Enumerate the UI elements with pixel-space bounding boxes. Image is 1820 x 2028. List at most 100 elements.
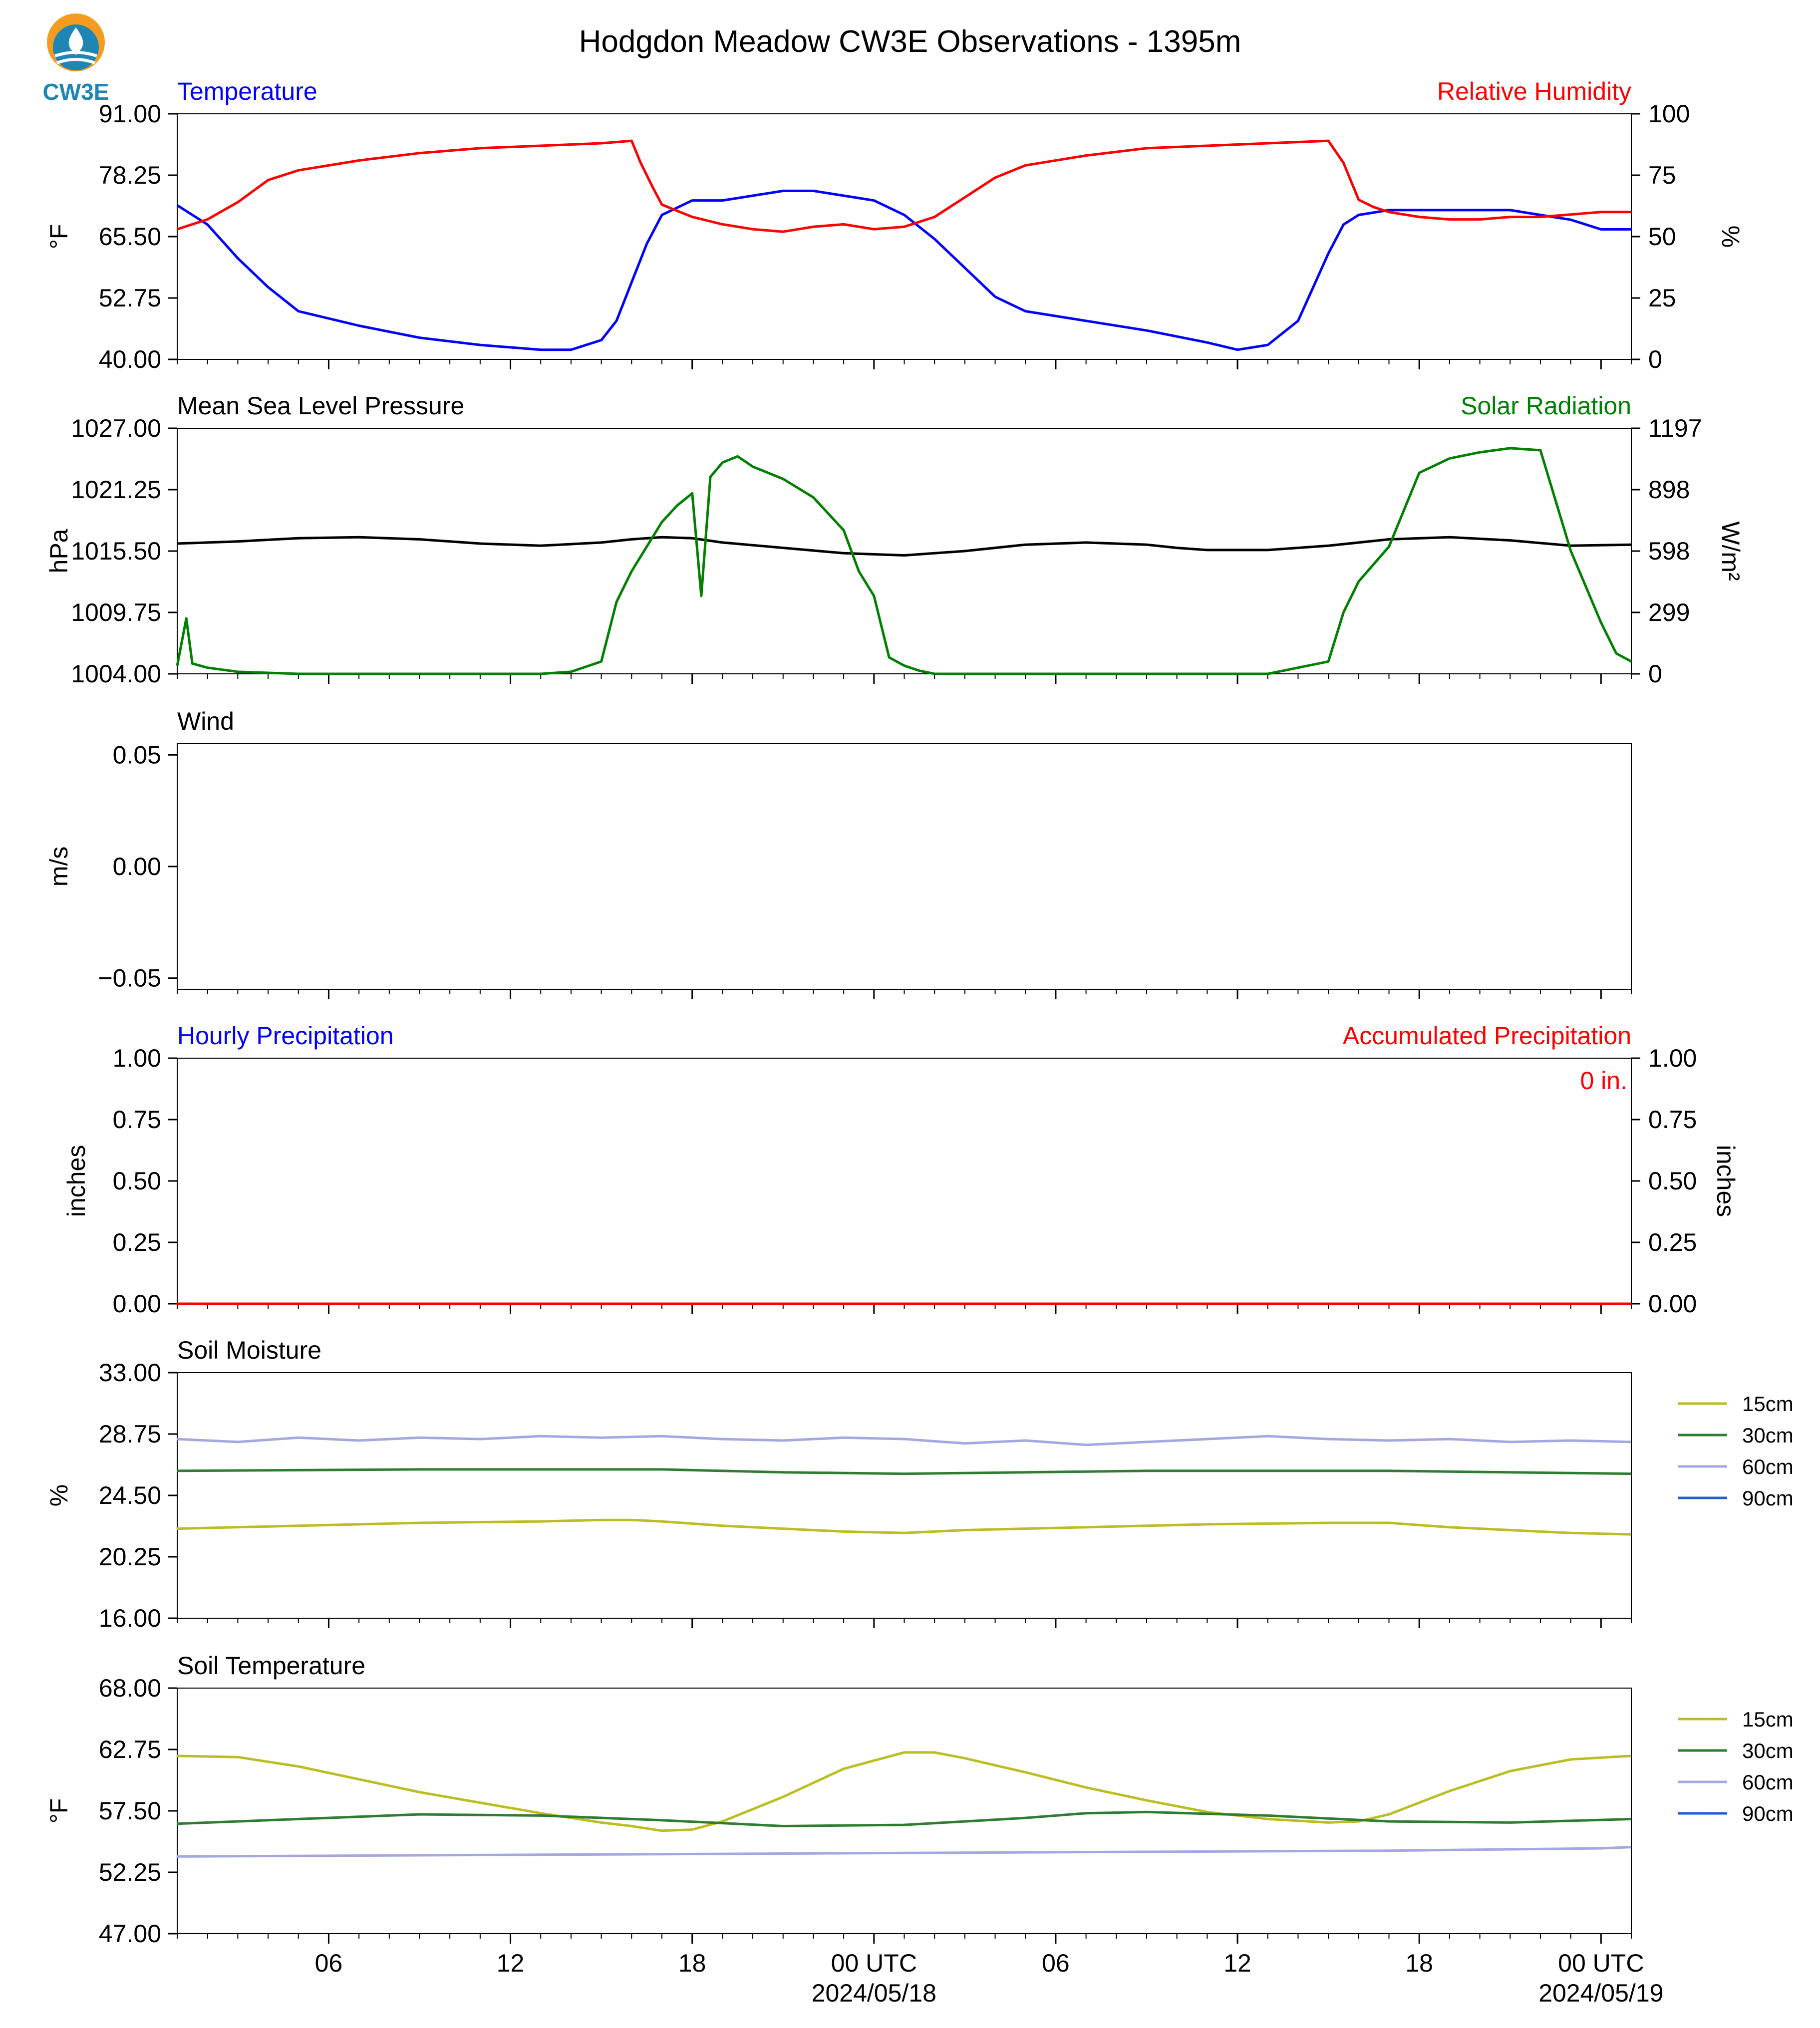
figure-title: Hodgdon Meadow CW3E Observations - 1395m [579, 24, 1241, 59]
panel-3: 0.05 0.00 −0.05 Wind m/s [45, 707, 1632, 999]
panel-title-left: Soil Moisture [177, 1336, 321, 1364]
series-line-15cm [177, 1751, 1632, 1832]
y-tick-label: −0.05 [98, 964, 161, 992]
y-tick-label: 1009.75 [71, 598, 161, 626]
panel-title-left: Soil Temperature [177, 1652, 365, 1680]
y-right-tick-label: 299 [1648, 598, 1690, 626]
y-tick-label: 62.75 [99, 1736, 161, 1763]
y-axis-label: inches [62, 1145, 90, 1217]
legend-label: 15cm [1742, 1392, 1794, 1416]
x-tick-label: 06 [1042, 1949, 1070, 1977]
legend-label: 90cm [1742, 1802, 1794, 1825]
x-tick-label: 06 [315, 1949, 343, 1977]
y-tick-label: 1027.00 [71, 414, 161, 442]
series-line-solar-radiation [176, 447, 1632, 675]
legend-label: 90cm [1742, 1486, 1794, 1510]
y-tick-label: 0.50 [113, 1167, 161, 1195]
plot-frame [177, 1058, 1632, 1304]
y-right-tick-label: 0.75 [1648, 1106, 1697, 1134]
y-tick-label: 47.00 [99, 1920, 161, 1948]
y-right-tick-label: 0 [1648, 660, 1662, 688]
y-tick-label: 68.00 [99, 1674, 161, 1702]
y-tick-label: 28.75 [99, 1420, 161, 1448]
panel-title-right: Accumulated Precipitation [1343, 1022, 1631, 1050]
y-tick-label: 0.25 [113, 1228, 161, 1256]
logo-text: CW3E [43, 79, 109, 105]
y-axis-label: °F [45, 1798, 73, 1824]
y-tick-label: 0.05 [113, 741, 161, 769]
panel-4: 1.00 0.75 0.50 0.25 0.00 1.00 0.75 0.50 0.25 0.00… [62, 1022, 1740, 1318]
y-right-tick-label: 1197 [1648, 414, 1702, 442]
panel-title-left: Wind [177, 707, 234, 735]
y-tick-label: 65.50 [99, 223, 161, 251]
y-tick-label: 20.25 [99, 1543, 161, 1571]
y-right-tick-label: 598 [1648, 537, 1690, 565]
panel-title-left: Temperature [177, 77, 317, 105]
y-tick-label: 33.00 [99, 1359, 161, 1387]
legend-label: 60cm [1742, 1455, 1794, 1478]
series-line-30cm [177, 1810, 1632, 1827]
panel-1: 91.00 78.25 65.50 52.75 40.00 100 75 50 25 0 Tempe… [45, 77, 1745, 373]
plot-frame [177, 428, 1632, 674]
y-axis-label: m/s [45, 847, 73, 887]
y-tick-label: 1021.25 [71, 476, 161, 504]
y-right-tick-label: 25 [1648, 284, 1676, 312]
plot-frame [177, 1372, 1632, 1619]
legend-label: 60cm [1742, 1770, 1794, 1794]
y-tick-label: 78.25 [99, 161, 161, 189]
y-axis-label: hPa [45, 529, 73, 573]
y-right-axis-label: inches [1712, 1145, 1740, 1217]
y-tick-label: 1004.00 [71, 660, 161, 688]
y-tick-label: 57.50 [99, 1797, 161, 1825]
x-tick-label: 18 [1405, 1949, 1433, 1977]
legend-label: 15cm [1742, 1708, 1794, 1731]
series-line-relative-humidity [177, 139, 1631, 233]
y-tick-label: 52.25 [99, 1858, 161, 1886]
y-right-tick-label: 898 [1648, 476, 1690, 504]
legend-label: 30cm [1742, 1424, 1794, 1447]
y-right-tick-label: 50 [1648, 223, 1676, 251]
cw3e-logo: CW3E [43, 13, 109, 105]
series-line-temperature [176, 189, 1631, 351]
panel-title-right: Relative Humidity [1437, 77, 1631, 105]
x-date-label: 2024/05/19 [1538, 1979, 1663, 2007]
plot-frame [177, 1688, 1632, 1934]
y-right-tick-label: 0.25 [1648, 1228, 1697, 1256]
series-line-mean-sea-level-pressure [177, 536, 1632, 557]
y-axis-label: °F [45, 224, 73, 250]
y-right-axis-label: W/m² [1717, 521, 1745, 580]
y-right-tick-label: 0.00 [1648, 1290, 1697, 1318]
y-right-tick-label: 75 [1648, 161, 1676, 189]
legend-label: 30cm [1742, 1739, 1794, 1762]
y-tick-label: 0.75 [113, 1106, 161, 1134]
accumulated-total-label: 0 in. [1580, 1067, 1627, 1095]
series-line-15cm [177, 1518, 1632, 1536]
panel-2: 1027.00 1021.25 1015.50 1009.75 1004.00 1197 8… [45, 392, 1745, 688]
plot-frame [177, 743, 1632, 990]
series-line-60cm [177, 1846, 1632, 1858]
series-line-30cm [177, 1468, 1632, 1475]
x-tick-label: 12 [497, 1949, 525, 1977]
series-line-60cm [177, 1435, 1632, 1447]
y-tick-label: 0.00 [113, 1290, 161, 1318]
y-tick-label: 40.00 [99, 345, 161, 373]
y-right-tick-label: 100 [1648, 100, 1690, 128]
y-tick-label: 52.75 [99, 284, 161, 312]
y-tick-label: 24.50 [99, 1481, 161, 1509]
y-tick-label: 16.00 [99, 1604, 161, 1632]
y-right-axis-label: % [1717, 226, 1745, 248]
panel-title-left: Mean Sea Level Pressure [177, 392, 464, 420]
x-date-label: 2024/05/18 [812, 1979, 936, 2007]
y-right-tick-label: 0.50 [1648, 1167, 1697, 1195]
x-tick-label: 00 UTC [1558, 1949, 1644, 1977]
y-tick-label: 1015.50 [71, 537, 161, 565]
panel-title-left: Hourly Precipitation [177, 1022, 394, 1050]
y-tick-label: 91.00 [99, 100, 161, 128]
y-tick-label: 0.00 [113, 853, 161, 880]
plot-frame [177, 113, 1632, 360]
y-axis-label: % [45, 1484, 73, 1506]
x-tick-label: 18 [678, 1949, 706, 1977]
x-tick-label: 00 UTC [831, 1949, 917, 1977]
